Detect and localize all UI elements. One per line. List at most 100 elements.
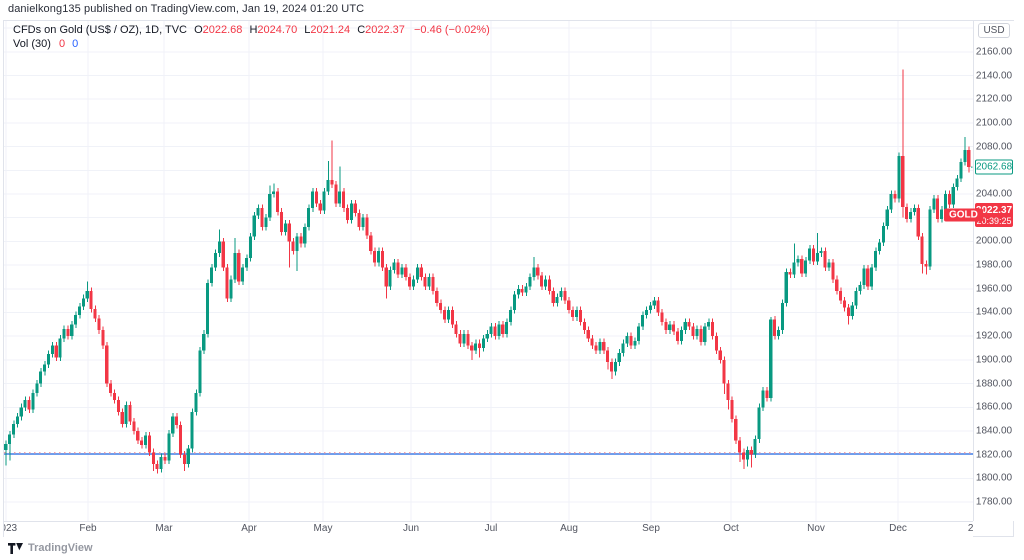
high-label: H (249, 24, 258, 36)
volume-ma-value: 0 (72, 38, 79, 50)
candle-down (147, 432, 151, 456)
candle-down (920, 233, 924, 274)
candle-up (819, 247, 823, 257)
candle-down (656, 297, 660, 317)
candle-up (411, 275, 416, 290)
time-tick-label: Jul (484, 523, 498, 534)
candle-up (862, 265, 866, 289)
candle-down (163, 453, 167, 465)
candle-down (520, 285, 524, 296)
candle-down (423, 273, 427, 290)
candle-up (256, 204, 260, 219)
candle-down (182, 451, 186, 472)
candle-up (516, 285, 520, 299)
price-tick-label: 1920.00 (975, 330, 1013, 342)
time-tick-label: Jun (402, 523, 420, 534)
candle-down (540, 272, 544, 290)
candle-up (912, 204, 916, 216)
candle-up (528, 273, 532, 290)
candle-down (714, 332, 718, 354)
candle-up (307, 204, 311, 231)
candle-up (210, 263, 214, 287)
symbol-name-tag: GOLD (944, 208, 983, 222)
low-value: 2021.24 (310, 24, 351, 36)
candle-down (823, 247, 827, 271)
candle-up (959, 158, 963, 183)
candle-down (687, 318, 691, 331)
time-tick-label: Dec (889, 523, 907, 534)
candle-down (105, 342, 109, 388)
candle-up (644, 306, 649, 319)
candle-down (112, 389, 117, 404)
candle-up (955, 175, 959, 191)
candle-up (652, 297, 656, 309)
candle-up (532, 256, 536, 281)
candle-down (947, 190, 951, 209)
candle-down (89, 287, 93, 313)
candle-down (116, 396, 120, 416)
candle-down (788, 268, 792, 279)
candle-down (466, 330, 470, 350)
candle-down (710, 318, 715, 340)
candle-up (932, 195, 936, 213)
candle-down (178, 421, 183, 459)
candle-down (901, 69, 905, 218)
candle-up (283, 220, 287, 236)
candle-up (190, 408, 194, 453)
candle-down (419, 263, 423, 281)
volume-value: 0 (58, 38, 66, 50)
candle-up (874, 247, 878, 271)
candle-up (951, 183, 955, 209)
candle-up (252, 211, 256, 241)
price-tick-label: 2040.00 (975, 188, 1013, 200)
published-by-line[interactable]: danielkong135 published on TradingView.c… (8, 3, 365, 15)
candle-up (338, 166, 342, 208)
candle-up (889, 190, 893, 213)
candle-down (299, 233, 303, 248)
candle-up (171, 413, 175, 437)
candlestick-chart[interactable] (4, 21, 973, 521)
candle-down (151, 448, 155, 472)
candle-down (691, 323, 695, 340)
price-tick-label: 1860.00 (975, 401, 1013, 413)
candle-up (415, 263, 419, 283)
candle-down (396, 259, 400, 279)
currency-toggle-button[interactable]: USD (978, 23, 1010, 38)
symbol-description[interactable]: CFDs on Gold (US$ / OZ), 1D, TVC (13, 24, 188, 36)
price-axis[interactable]: USD 2062.68 2022.37 20:39:25 2160.00 2140… (973, 21, 1014, 521)
candle-up (186, 445, 190, 468)
candle-down (225, 263, 229, 302)
candle-up (15, 413, 19, 428)
candle-down (800, 255, 804, 277)
candle-up (854, 287, 858, 309)
price-tick-label: 2120.00 (975, 93, 1013, 105)
candle-up (769, 317, 773, 402)
price-tick-label: 2080.00 (975, 141, 1013, 153)
price-tick-label: 2160.00 (975, 46, 1013, 58)
candle-up (264, 214, 268, 231)
candle-up (668, 320, 672, 334)
candle-down (493, 323, 497, 340)
candle-up (761, 387, 765, 411)
candle-up (303, 223, 307, 248)
candle-up (272, 183, 276, 198)
candle-down (866, 265, 870, 290)
candle-up (322, 188, 326, 215)
candle-down (672, 320, 676, 335)
candle-up (625, 332, 629, 347)
volume-indicator-label[interactable]: Vol (30) (13, 38, 51, 50)
candle-up (908, 208, 913, 223)
time-axis[interactable]: 2023 Feb Mar Apr May Jun Jul Aug Sep Oct Nov Dec 202… (4, 521, 973, 537)
price-tick-label: 1840.00 (975, 425, 1013, 437)
candle-down (567, 297, 571, 314)
candle-up (489, 323, 493, 338)
candle-up (575, 306, 579, 321)
candle-up (376, 247, 381, 267)
candle-down (734, 415, 738, 444)
candle-down (454, 320, 458, 338)
tradingview-logo[interactable]: TradingView (8, 542, 93, 554)
candle-down (811, 244, 815, 266)
candle-up (776, 326, 781, 340)
candle-up (427, 273, 431, 290)
price-tick-label: 1980.00 (975, 259, 1013, 271)
